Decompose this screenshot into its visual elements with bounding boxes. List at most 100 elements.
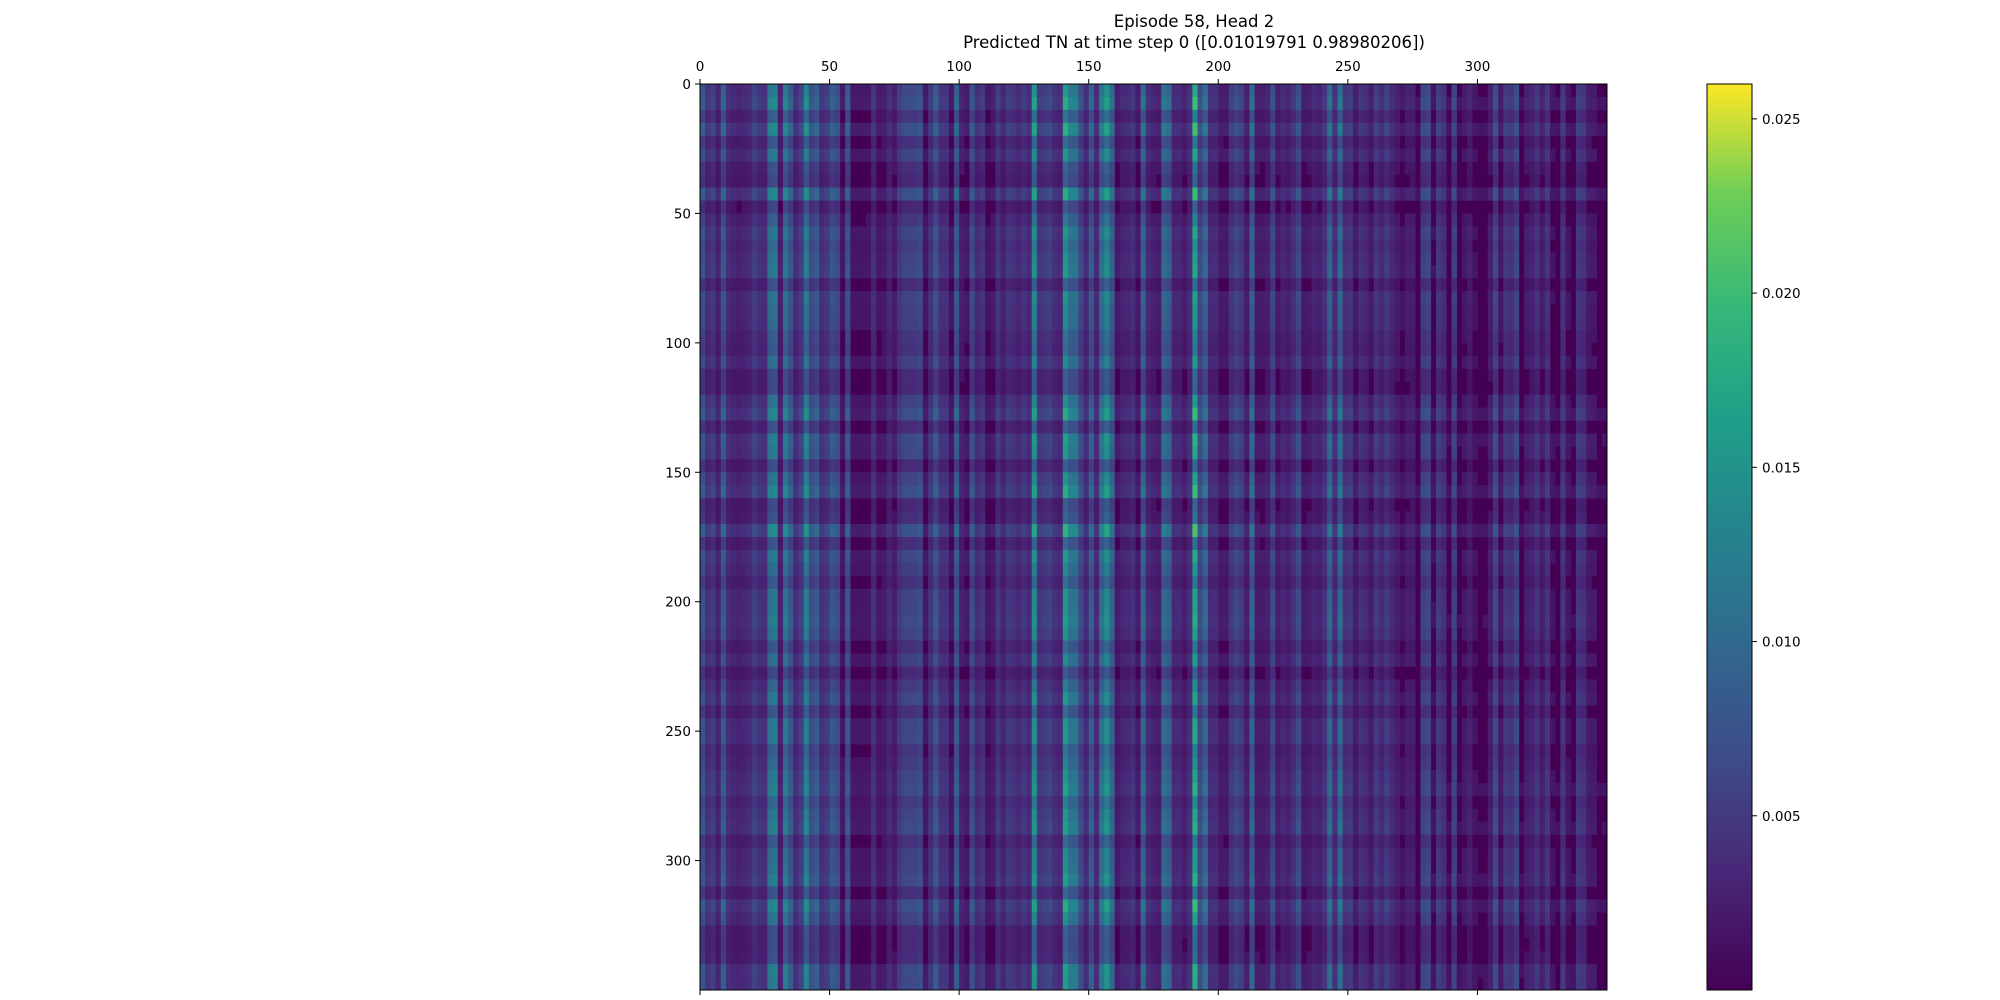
heatmap-cell <box>1301 394 1307 408</box>
heatmap-cell <box>943 265 950 279</box>
heatmap-cell <box>808 148 815 162</box>
heatmap-cell <box>1093 135 1100 150</box>
heatmap-cell <box>1264 161 1271 175</box>
heatmap-cell <box>1586 239 1592 253</box>
heatmap-cell <box>1067 187 1074 201</box>
heatmap-cell <box>1358 329 1364 344</box>
heatmap-cell <box>700 265 706 279</box>
heatmap-cell <box>1435 433 1442 447</box>
heatmap-cell <box>922 407 929 421</box>
heatmap-cell <box>767 459 773 473</box>
heatmap-cell <box>1560 213 1566 227</box>
heatmap-cell <box>943 446 950 460</box>
heatmap-cell <box>1332 329 1338 344</box>
heatmap-cell <box>1109 174 1115 188</box>
heatmap-cell <box>876 109 882 124</box>
heatmap-cell <box>865 96 872 111</box>
heatmap-cell <box>1529 381 1535 395</box>
heatmap-cell <box>1275 394 1281 408</box>
heatmap-cell <box>1467 122 1473 137</box>
heatmap-cell <box>736 355 742 370</box>
heatmap-cell <box>1166 446 1172 460</box>
heatmap-cell <box>736 329 742 344</box>
heatmap-cell <box>953 278 960 292</box>
heatmap-cell <box>1259 394 1266 408</box>
heatmap-cell <box>798 420 804 434</box>
heatmap-cell <box>1492 485 1499 499</box>
heatmap-cell <box>871 485 877 499</box>
heatmap-cell <box>829 420 836 434</box>
heatmap-cell <box>943 278 950 292</box>
heatmap-cell <box>720 135 727 150</box>
heatmap-cell <box>1062 135 1069 150</box>
heatmap-cell <box>1187 355 1193 370</box>
heatmap-cell <box>1244 485 1250 499</box>
heatmap-cell <box>1005 109 1012 124</box>
heatmap-cell <box>1327 161 1333 175</box>
heatmap-cell <box>1218 446 1224 460</box>
heatmap-cell <box>1410 239 1416 253</box>
heatmap-cell <box>1067 329 1074 344</box>
heatmap-cell <box>1503 278 1509 292</box>
heatmap-cell <box>1539 472 1546 486</box>
heatmap-cell <box>1425 304 1432 318</box>
heatmap-cell <box>1031 291 1038 305</box>
heatmap-cell <box>1166 472 1172 486</box>
heatmap-cell <box>1150 446 1157 460</box>
heatmap-cell <box>1327 381 1333 395</box>
heatmap-cell <box>1415 122 1421 137</box>
heatmap-cell <box>1078 329 1084 344</box>
heatmap-cell <box>1202 472 1209 486</box>
heatmap-cell <box>1425 446 1432 460</box>
heatmap-cell <box>1036 485 1043 499</box>
heatmap-cell <box>1560 84 1566 98</box>
heatmap-cell <box>834 355 841 370</box>
heatmap-cell <box>1544 394 1551 408</box>
heatmap-cell <box>700 109 706 124</box>
heatmap-cell <box>969 265 975 279</box>
heatmap-cell <box>782 174 789 188</box>
heatmap-cell <box>933 329 939 344</box>
heatmap-cell <box>1591 109 1597 124</box>
heatmap-cell <box>974 109 981 124</box>
heatmap-cell <box>953 291 960 305</box>
heatmap-cell <box>1410 174 1416 188</box>
heatmap-cell <box>1529 291 1535 305</box>
heatmap-cell <box>1254 109 1261 124</box>
heatmap-cell <box>1586 265 1592 279</box>
heatmap-cell <box>1581 239 1587 253</box>
heatmap-cell <box>990 252 996 266</box>
heatmap-cell <box>948 187 955 201</box>
heatmap-cell <box>1192 96 1198 111</box>
heatmap-cell <box>1290 316 1297 331</box>
heatmap-cell <box>1529 122 1535 137</box>
heatmap-cell <box>1296 200 1302 214</box>
heatmap-cell <box>928 498 934 512</box>
heatmap-cell <box>1104 252 1110 266</box>
heatmap-cell <box>1161 342 1167 357</box>
heatmap-cell <box>1384 291 1390 305</box>
heatmap-cell <box>891 122 898 137</box>
heatmap-cell <box>1192 485 1198 499</box>
heatmap-cell <box>705 329 711 344</box>
heatmap-cell <box>1311 472 1318 486</box>
heatmap-cell <box>896 381 903 395</box>
heatmap-cell <box>736 459 742 473</box>
heatmap-cell <box>1140 355 1147 370</box>
heatmap-cell <box>1145 148 1152 162</box>
heatmap-cell <box>995 96 1001 111</box>
heatmap-cell <box>1425 420 1432 434</box>
heatmap-cell <box>834 109 841 124</box>
heatmap-cell <box>1145 278 1152 292</box>
heatmap-cell <box>834 394 841 408</box>
heatmap-cell <box>1332 187 1338 201</box>
heatmap-cell <box>741 394 747 408</box>
heatmap-cell <box>1052 252 1058 266</box>
heatmap-cell <box>819 316 825 331</box>
heatmap-cell <box>803 291 810 305</box>
heatmap-cell <box>1342 485 1349 499</box>
heatmap-cell <box>1384 187 1390 201</box>
heatmap-cell <box>969 278 975 292</box>
heatmap-cell <box>1492 122 1499 137</box>
heatmap-cell <box>1171 381 1178 395</box>
